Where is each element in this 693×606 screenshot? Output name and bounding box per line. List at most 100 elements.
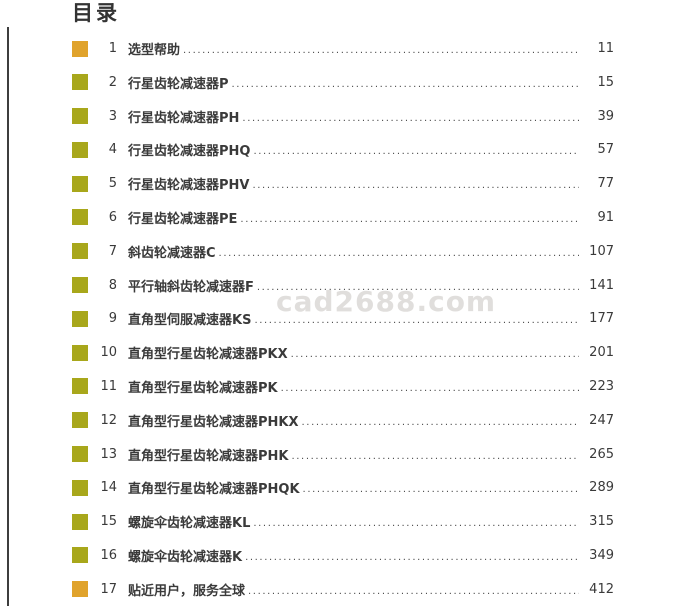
dot-leader: ........................................… <box>301 416 579 428</box>
dot-leader: ........................................… <box>280 382 579 394</box>
entry-page-number: 91 <box>597 209 614 225</box>
entry-title: 直角型行星齿轮减速器PHQK <box>128 482 300 498</box>
entry-title: 选型帮助 <box>128 43 181 58</box>
toc-entry[interactable]: 13 直角型行星齿轮减速器PHK .......................… <box>72 446 614 464</box>
entry-number: 17 <box>100 581 117 597</box>
entry-page-number: 15 <box>597 74 614 90</box>
entry-number: 15 <box>100 514 117 530</box>
entry-page-number: 265 <box>589 446 614 462</box>
dot-leader: ........................................… <box>253 518 579 530</box>
toc-entry[interactable]: 16 螺旋伞齿轮减速器K ...........................… <box>72 547 614 565</box>
toc-entry[interactable]: 2 行星齿轮减速器P .............................… <box>72 74 614 92</box>
bullet-square-icon <box>72 209 88 226</box>
entry-page-number: 201 <box>589 345 614 361</box>
toc-list: 1 选型帮助 .................................… <box>72 40 614 599</box>
entry-page-number: 39 <box>597 108 614 124</box>
entry-title: 螺旋伞齿轮减速器K <box>128 549 243 565</box>
entry-number: 4 <box>108 142 117 158</box>
entry-page-number: 141 <box>589 277 614 293</box>
dot-leader: ........................................… <box>248 585 579 597</box>
toc-entry[interactable]: 17 贴近用户，服务全球 ...........................… <box>72 581 614 599</box>
entry-title: 直角型行星齿轮减速器PHK <box>128 448 289 464</box>
toc-entry[interactable]: 1 选型帮助 .................................… <box>72 40 614 58</box>
dot-leader: ........................................… <box>252 180 579 192</box>
toc-entry[interactable]: 6 行星齿轮减速器PE ............................… <box>72 209 614 227</box>
toc-entry[interactable]: 15 螺旋伞齿轮减速器KL ..........................… <box>72 513 614 532</box>
toc-entry[interactable]: 10 直角型行星齿轮减速器PKX .......................… <box>72 344 614 363</box>
entry-title: 斜齿轮减速器C <box>128 245 216 261</box>
entry-title: 行星齿轮减速器PE <box>128 211 238 227</box>
toc-entry[interactable]: 14 直角型行星齿轮减速器PHQK ......................… <box>72 479 614 498</box>
page-title: 目录 <box>72 1 120 25</box>
toc-entry[interactable]: 7 斜齿轮减速器C ..............................… <box>72 243 614 261</box>
entry-page-number: 57 <box>597 142 614 158</box>
entry-number: 7 <box>108 243 117 259</box>
bullet-square-icon <box>72 277 88 294</box>
toc-entry[interactable]: 9 直角型伺服减速器KS ...........................… <box>72 310 614 329</box>
entry-number: 14 <box>100 480 117 496</box>
left-border-rule <box>7 27 9 606</box>
entry-page-number: 107 <box>589 243 614 259</box>
entry-number: 2 <box>108 74 117 90</box>
bullet-square-icon <box>72 547 88 564</box>
bullet-square-icon <box>72 479 88 496</box>
entry-number: 16 <box>100 547 117 563</box>
entry-title: 直角型行星齿轮减速器PK <box>128 380 278 396</box>
toc-entry[interactable]: 5 行星齿轮减速器PHV ...........................… <box>72 175 614 194</box>
entry-number: 6 <box>108 209 117 225</box>
entry-title: 行星齿轮减速器PHQ <box>128 144 251 160</box>
bullet-square-icon <box>72 40 88 57</box>
entry-page-number: 11 <box>597 41 614 56</box>
dot-leader: ........................................… <box>218 247 579 259</box>
bullet-square-icon <box>72 141 88 158</box>
entry-title: 直角型行星齿轮减速器PKX <box>128 347 288 363</box>
toc-entry[interactable]: 4 行星齿轮减速器PHQ ...........................… <box>72 141 614 160</box>
entry-title: 直角型行星齿轮减速器PHKX <box>128 414 299 430</box>
dot-leader: ........................................… <box>291 450 579 462</box>
entry-page-number: 177 <box>589 311 614 327</box>
entry-title: 行星齿轮减速器PH <box>128 110 240 126</box>
entry-page-number: 315 <box>589 514 614 530</box>
entry-title: 行星齿轮减速器PHV <box>128 178 250 194</box>
entry-number: 1 <box>108 41 117 56</box>
dot-leader: ........................................… <box>256 281 579 293</box>
entry-number: 3 <box>108 108 117 124</box>
entry-page-number: 247 <box>589 412 614 428</box>
entry-number: 8 <box>108 277 117 293</box>
dot-leader: ........................................… <box>302 484 579 496</box>
entry-number: 12 <box>100 412 117 428</box>
entry-title: 直角型伺服减速器KS <box>128 313 252 329</box>
dot-leader: ........................................… <box>245 551 579 563</box>
dot-leader: ........................................… <box>254 315 579 327</box>
bullet-square-icon <box>72 378 88 395</box>
entry-page-number: 77 <box>597 176 614 192</box>
entry-title: 平行轴斜齿轮减速器F <box>128 279 254 295</box>
dot-leader: ........................................… <box>242 112 579 124</box>
entry-page-number: 289 <box>589 480 614 496</box>
toc-entry[interactable]: 11 直角型行星齿轮减速器PK ........................… <box>72 378 614 396</box>
toc-entry[interactable]: 8 平行轴斜齿轮减速器F ...........................… <box>72 277 614 295</box>
entry-page-number: 349 <box>589 547 614 563</box>
bullet-square-icon <box>72 581 88 598</box>
toc-entry[interactable]: 12 直角型行星齿轮减速器PHKX ......................… <box>72 412 614 430</box>
bullet-square-icon <box>72 412 88 429</box>
bullet-square-icon <box>72 74 88 91</box>
entry-title: 行星齿轮减速器P <box>128 76 229 92</box>
bullet-square-icon <box>72 108 88 125</box>
entry-title: 贴近用户，服务全球 <box>128 583 246 599</box>
bullet-square-icon <box>72 310 88 327</box>
bullet-square-icon <box>72 446 88 463</box>
entry-number: 10 <box>100 345 117 361</box>
bullet-square-icon <box>72 243 88 260</box>
bullet-square-icon <box>72 513 88 530</box>
entry-page-number: 223 <box>589 378 614 394</box>
toc-entry[interactable]: 3 行星齿轮减速器PH ............................… <box>72 108 614 126</box>
entry-title: 螺旋伞齿轮减速器KL <box>128 516 251 532</box>
dot-leader: ........................................… <box>253 146 579 158</box>
entry-number: 13 <box>100 446 117 462</box>
entry-number: 5 <box>108 176 117 192</box>
dot-leader: ........................................… <box>183 45 579 56</box>
dot-leader: ........................................… <box>231 78 579 90</box>
entry-page-number: 412 <box>589 581 614 597</box>
